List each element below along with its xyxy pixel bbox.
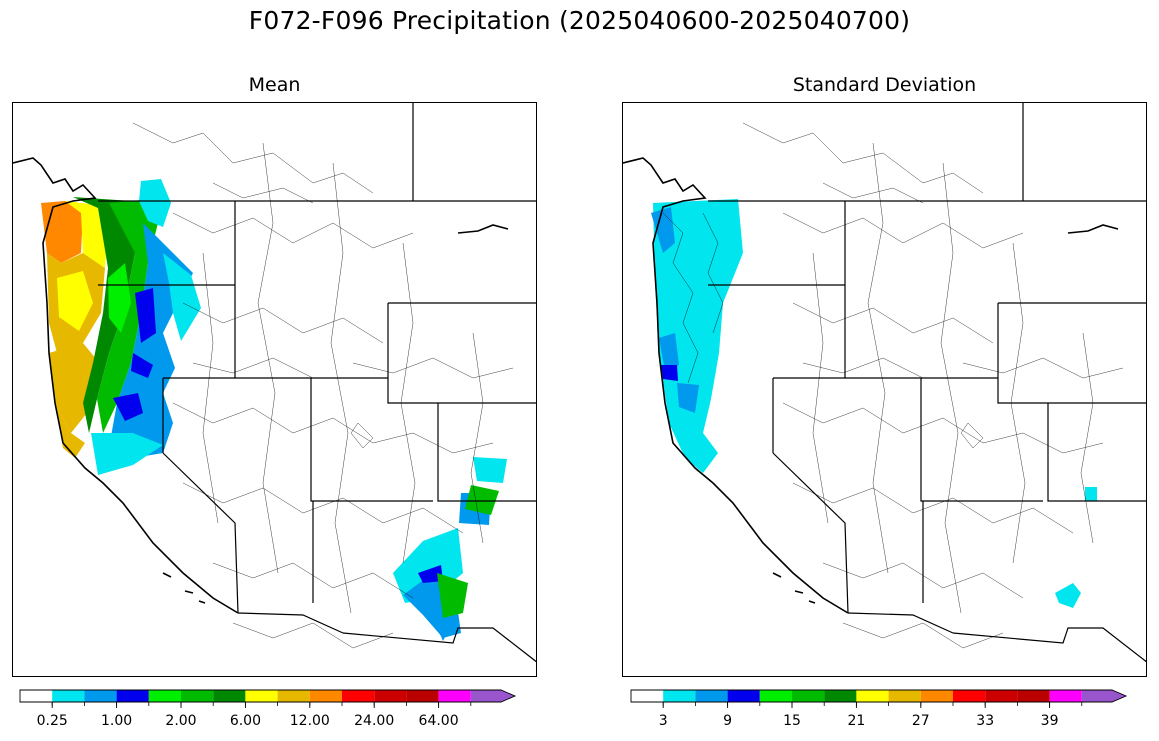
mean-colorbar-segment <box>84 690 117 702</box>
mean-colorbar-tick-label: 1.00 <box>101 713 132 729</box>
mean-basin-green-sw <box>437 573 468 618</box>
stddev-basin-lightblue-nw <box>651 207 675 253</box>
stddev-colorbar-segment <box>824 690 857 702</box>
mean-state-boundaries <box>98 103 536 663</box>
mean-basin-fills <box>41 179 507 641</box>
mean-basin-blue-sw <box>418 565 443 583</box>
stddev-colorbar-segment <box>1081 690 1126 702</box>
mean-colorbar-tick-label: 0.25 <box>37 713 68 729</box>
stddev-colorbar-segment <box>888 690 921 702</box>
mean-colorbar-tick-label: 2.00 <box>165 713 196 729</box>
stddev-colorbar-segment <box>953 690 986 702</box>
mean-colorbar-svg: 0.25 1.00 2.00 6.00 12.00 24.00 64.00 <box>19 689 517 729</box>
mean-basin-cyan-top <box>139 179 171 227</box>
mean-colorbar-tick-label: 6.00 <box>230 713 261 729</box>
mean-basin-green-dark <box>73 197 135 433</box>
mean-map-canvas <box>13 103 536 663</box>
stddev-basin-cyan-main <box>653 199 743 473</box>
mean-basin-blue-a <box>135 288 156 343</box>
mean-colorbar-segment <box>438 690 471 702</box>
stddev-basin-cyan-sw <box>1055 583 1081 608</box>
stddev-colorbar-segment <box>920 690 953 702</box>
stddev-colorbar-svg: 3 9 15 21 27 33 39 <box>630 689 1128 729</box>
mean-colorbar-outline <box>19 689 517 703</box>
stddev-colorbar-tick-label: 33 <box>976 713 994 729</box>
stddev-coastline <box>623 157 1119 614</box>
stddev-colorbar-segment <box>1049 690 1082 702</box>
mean-colorbar-segment <box>277 690 310 702</box>
stddev-colorbar-segment <box>727 690 760 702</box>
stddev-state-boundaries <box>708 103 1146 663</box>
mean-basin-blue-c <box>113 393 143 421</box>
mean-basin-green-east <box>465 485 499 515</box>
mean-basin-cyan-right <box>163 253 201 341</box>
mean-colorbar-segment <box>470 690 515 702</box>
stddev-colorbar-tick-label: 15 <box>783 713 801 729</box>
mean-colorbar-segment <box>342 690 375 702</box>
mean-basin-cyan-low <box>91 433 163 475</box>
mean-basin-gold-south <box>55 403 85 458</box>
stddev-colorbar-segment <box>759 690 792 702</box>
mean-colorbar-segment <box>52 690 85 702</box>
stddev-colorbar-tick-label: 27 <box>912 713 930 729</box>
stddev-panel-title: Standard Deviation <box>792 74 977 96</box>
stddev-colorbar-segment <box>631 690 664 702</box>
stddev-colorbar-tick-label: 21 <box>847 713 865 729</box>
mean-colorbar: 0.25 1.00 2.00 6.00 12.00 24.00 64.00 <box>19 689 530 730</box>
mean-coastline <box>13 157 509 614</box>
stddev-map <box>622 102 1147 677</box>
stddev-colorbar-segment <box>663 690 696 702</box>
mean-basin-yellow-north <box>65 201 108 268</box>
stddev-basin-cyan-east <box>1085 487 1097 501</box>
mean-basin-orange <box>41 201 83 263</box>
mean-colorbar-tick-label: 24.00 <box>354 713 394 729</box>
stddev-basin-fills <box>651 199 1097 608</box>
mean-colorbar-segment <box>181 690 214 702</box>
stddev-colorbar-segment <box>792 690 825 702</box>
stddev-colorbar-segment <box>695 690 728 702</box>
mean-colorbar-tick-label: 64.00 <box>419 713 459 729</box>
stddev-basin-lightblue-low <box>677 383 699 413</box>
mean-colorbar-segment <box>245 690 278 702</box>
mean-map <box>12 102 537 677</box>
mean-colorbar-segment <box>148 690 181 702</box>
mean-basin-yellow-mid <box>57 271 93 331</box>
mean-basin-cyan-east-a <box>473 457 507 483</box>
mean-colorbar-segment <box>309 690 342 702</box>
stddev-basin-lightblue-mid <box>659 333 679 371</box>
stddev-colorbar-tick-label: 3 <box>659 713 668 729</box>
figure-title: F072-F096 Precipitation (2025040600-2025… <box>248 6 911 35</box>
stddev-colorbar-segment <box>1017 690 1050 702</box>
stddev-map-canvas <box>623 103 1146 663</box>
stddev-colorbar-segment <box>856 690 889 702</box>
mean-colorbar-segment <box>116 690 149 702</box>
stddev-colorbar-outline <box>630 689 1128 703</box>
mean-basin-green-mid <box>97 199 158 433</box>
stddev-basin-blue <box>661 365 678 381</box>
mean-colorbar-segment <box>213 690 246 702</box>
mean-colorbar-segment <box>374 690 407 702</box>
mean-colorbar-segment <box>406 690 439 702</box>
mean-basin-green-bright <box>108 263 131 333</box>
mean-panel-title: Mean <box>248 74 301 96</box>
mean-basin-blue-b <box>131 353 153 378</box>
mean-basin-lightblue-tail <box>433 618 453 641</box>
mean-watershed-boundaries <box>132 122 514 649</box>
stddev-colorbar-segment <box>985 690 1018 702</box>
mean-colorbar-tick-label: 12.00 <box>290 713 330 729</box>
stddev-colorbar-tick-label: 9 <box>723 713 732 729</box>
stddev-watershed-boundaries <box>662 122 1124 649</box>
stddev-colorbar-tick-label: 39 <box>1041 713 1059 729</box>
stddev-colorbar: 3 9 15 21 27 33 39 <box>630 689 1141 730</box>
mean-colorbar-segment <box>20 690 53 702</box>
